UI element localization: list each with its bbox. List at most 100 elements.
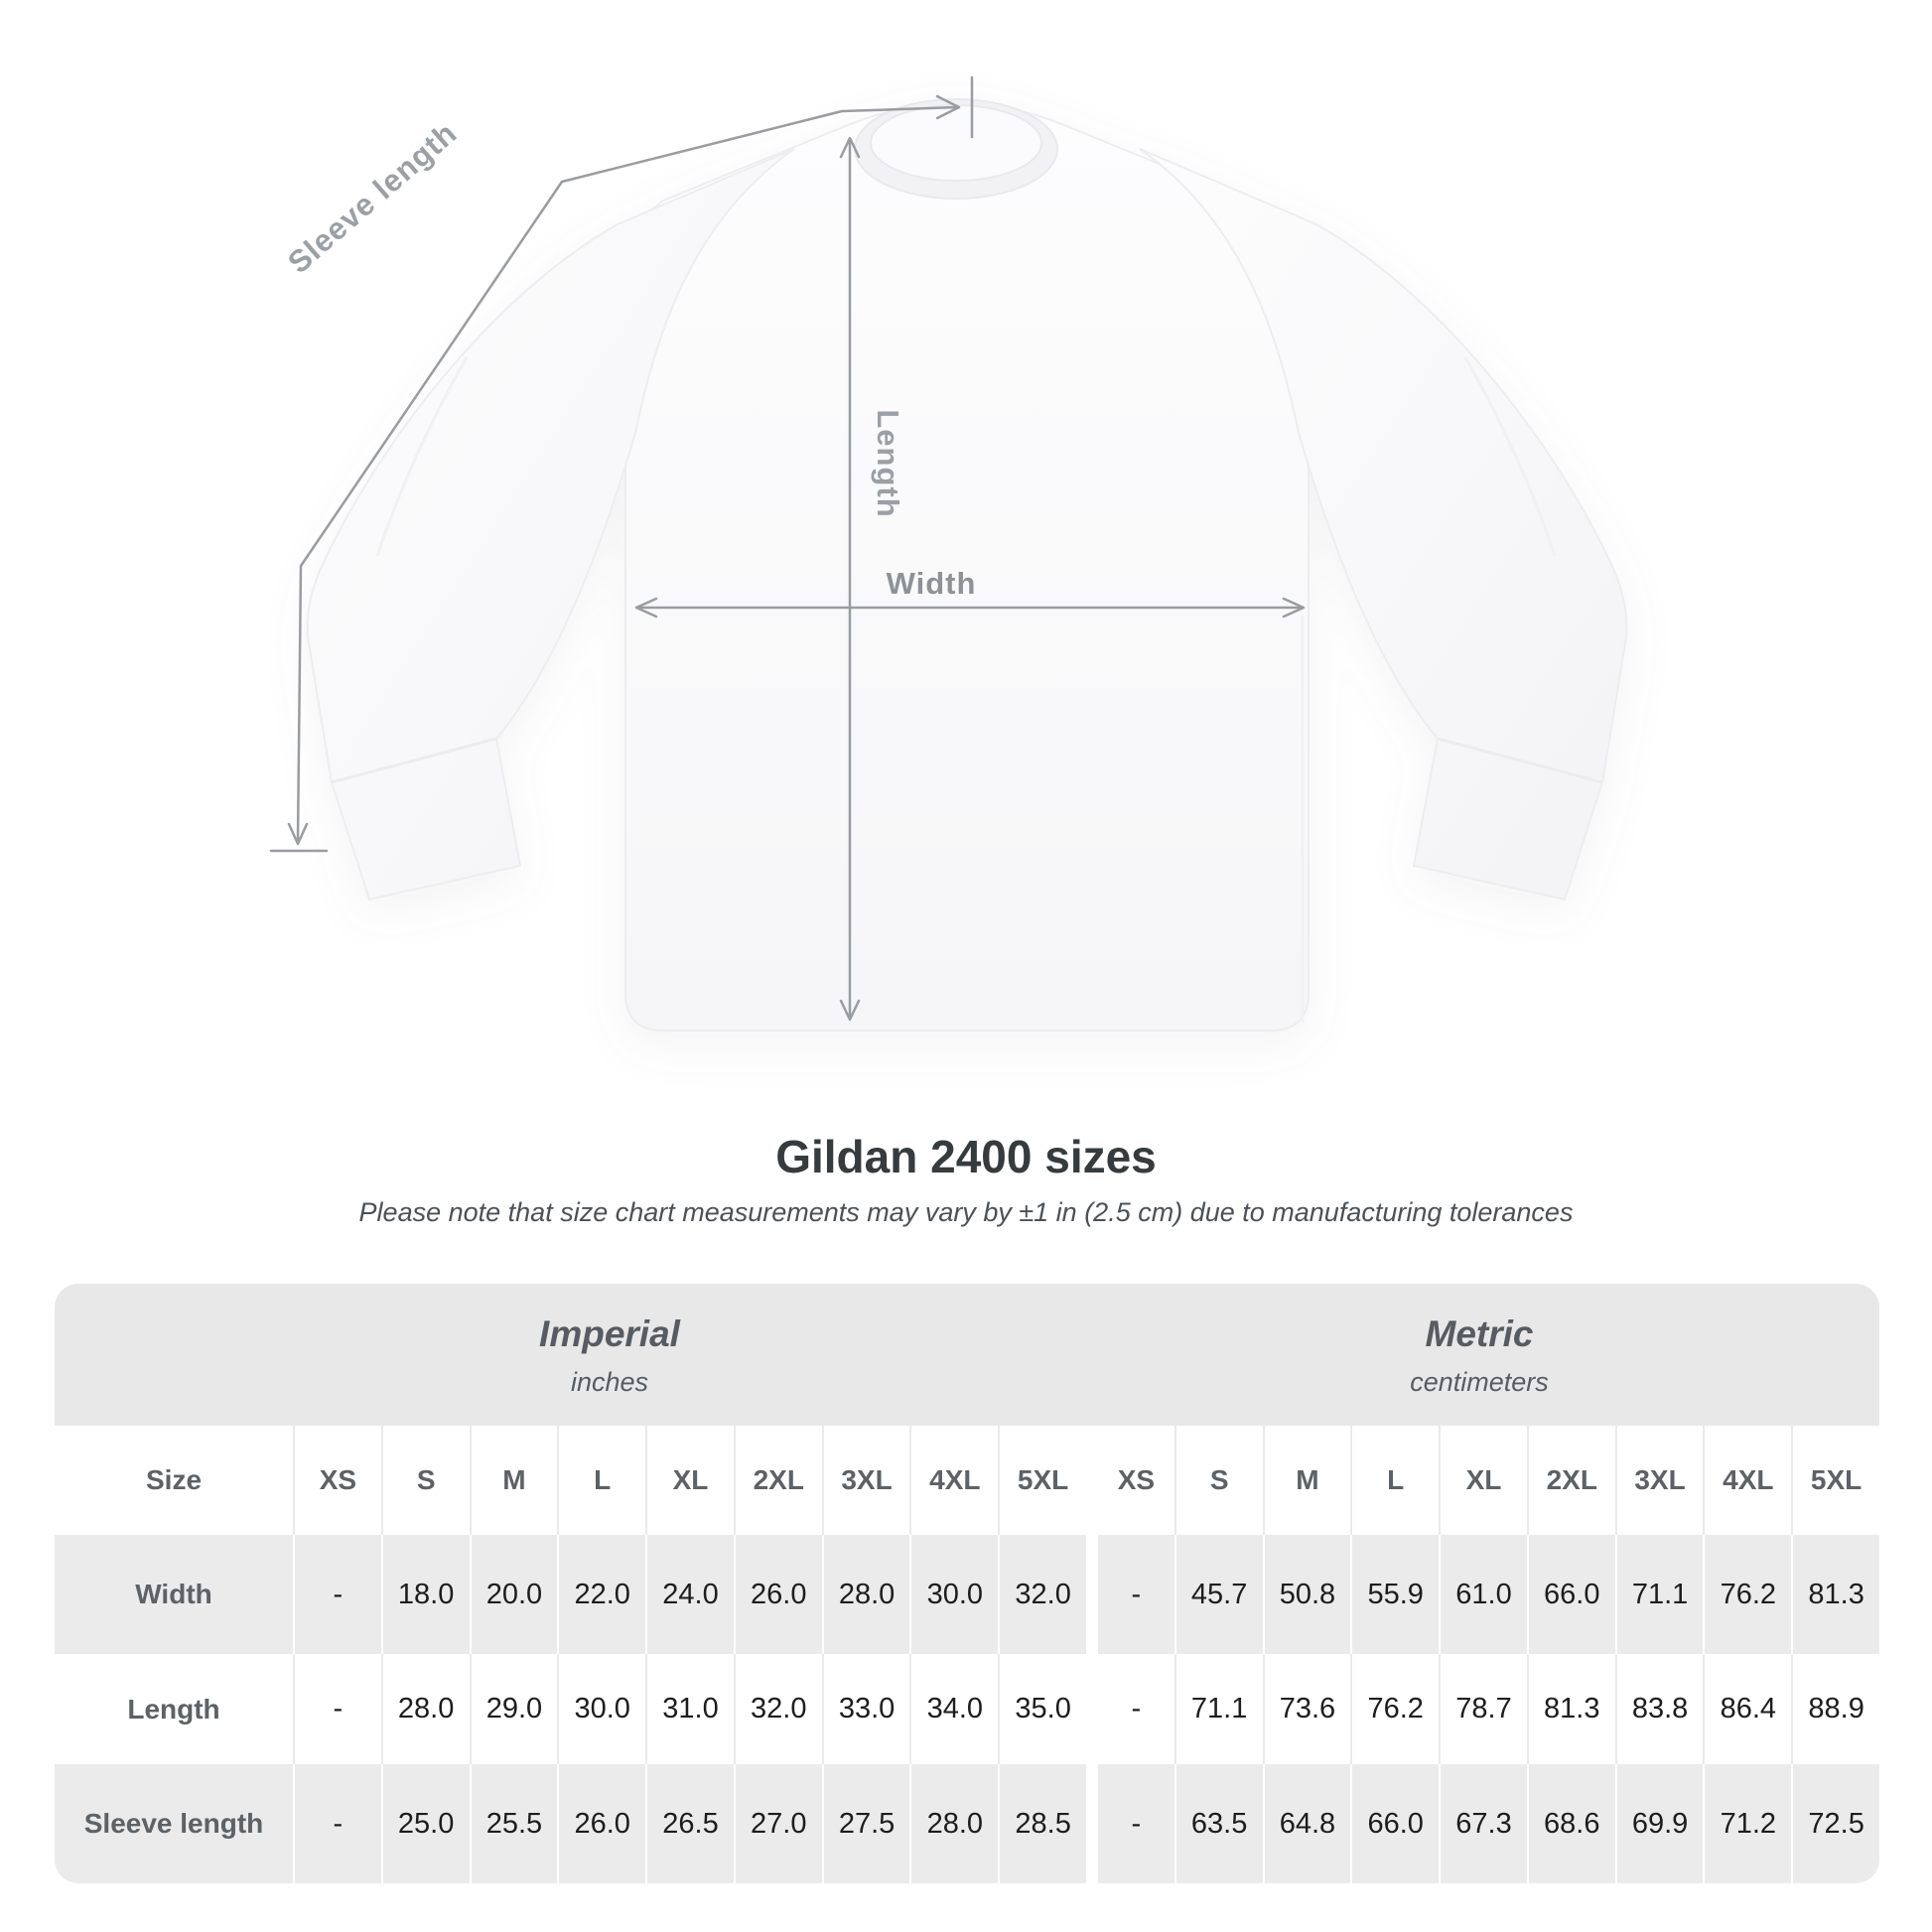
length-imperial-m: 29.0: [469, 1654, 558, 1764]
sleeve-metric-l: 66.0: [1350, 1764, 1439, 1883]
metric-group-name: Metric: [1425, 1313, 1534, 1354]
width-imperial-l: 22.0: [557, 1535, 645, 1654]
metric-group-header: Metric centimeters: [1410, 1284, 1549, 1426]
size-table: Imperial inches Metric centimeters Size …: [55, 1284, 1879, 1883]
length-arrow-up: [839, 136, 861, 159]
size-col-imperial-5xl: 5XL: [998, 1426, 1086, 1535]
shirt-body: [624, 101, 1310, 1032]
width-label: Width: [887, 566, 977, 601]
length-imperial-3xl: 33.0: [821, 1654, 910, 1764]
table-row-sleeve-length: Sleeve length - 25.0 25.5 26.0 26.5 27.0…: [55, 1764, 1879, 1883]
imperial-group-header: Imperial inches: [539, 1284, 680, 1426]
sleeve-imperial-2xl: 27.0: [733, 1764, 822, 1883]
sleeve-imperial-xl: 26.5: [645, 1764, 734, 1883]
size-col-imperial-3xl: 3XL: [821, 1426, 910, 1535]
right-cuff-seam: [1437, 737, 1603, 784]
width-imperial-xs: -: [293, 1535, 381, 1654]
width-metric-2xl: 66.0: [1526, 1535, 1615, 1654]
size-col-metric-m: M: [1262, 1426, 1351, 1535]
table-unit-header-row: Imperial inches Metric centimeters: [55, 1284, 1879, 1426]
length-imperial-l: 30.0: [557, 1654, 645, 1764]
sleeve-imperial-5xl: 28.5: [998, 1764, 1086, 1883]
size-col-metric-s: S: [1173, 1426, 1263, 1535]
shirt-illustration: [306, 98, 1628, 1032]
metric-group-unit: centimeters: [1410, 1367, 1549, 1397]
width-imperial-4xl: 30.0: [909, 1535, 998, 1654]
size-header-cell: Size: [145, 1464, 203, 1495]
length-imperial-2xl: 32.0: [733, 1654, 822, 1764]
width-metric-5xl: 81.3: [1791, 1535, 1879, 1654]
length-imperial-s: 28.0: [380, 1654, 470, 1764]
width-metric-xl: 61.0: [1439, 1535, 1527, 1654]
width-imperial-m: 20.0: [469, 1535, 558, 1654]
sleeve-metric-xl: 67.3: [1439, 1764, 1527, 1883]
table-row-length: Length - 28.0 29.0 30.0 31.0 32.0 33.0 3…: [55, 1654, 1879, 1764]
width-imperial-3xl: 28.0: [821, 1535, 910, 1654]
sleeve-length-line: [296, 105, 960, 842]
width-arrow-right: [1282, 597, 1306, 619]
size-col-imperial-s: S: [380, 1426, 470, 1535]
length-label: Length: [871, 409, 905, 517]
width-metric-m: 50.8: [1262, 1535, 1351, 1654]
sleeve-length-arrow-down: [287, 822, 309, 846]
sleeve-metric-2xl: 68.6: [1526, 1764, 1615, 1883]
sleeve-metric-m: 64.8: [1262, 1764, 1351, 1883]
sleeve-metric-5xl: 72.5: [1791, 1764, 1879, 1883]
length-metric-s: 71.1: [1173, 1654, 1263, 1764]
sleeve-metric-3xl: 69.9: [1614, 1764, 1704, 1883]
shirt-collar-inner: [870, 104, 1042, 182]
size-col-imperial-xl: XL: [645, 1426, 734, 1535]
size-col-metric-l: L: [1350, 1426, 1439, 1535]
width-imperial-xl: 24.0: [645, 1535, 734, 1654]
size-col-metric-xs: XS: [1086, 1426, 1174, 1535]
sleeve-imperial-4xl: 28.0: [909, 1764, 998, 1883]
size-col-metric-xl: XL: [1439, 1426, 1527, 1535]
sleeve-imperial-xs: -: [293, 1764, 381, 1883]
sleeve-metric-s: 63.5: [1173, 1764, 1263, 1883]
length-metric-5xl: 88.9: [1791, 1654, 1879, 1764]
sleeve-metric-4xl: 71.2: [1703, 1764, 1791, 1883]
width-metric-l: 55.9: [1350, 1535, 1439, 1654]
table-row-width: Width - 18.0 20.0 22.0 24.0 26.0 28.0 30…: [55, 1535, 1879, 1654]
size-col-imperial-xs: XS: [293, 1426, 381, 1535]
size-col-imperial-m: M: [469, 1426, 558, 1535]
width-imperial-s: 18.0: [380, 1535, 470, 1654]
sleeve-imperial-s: 25.0: [380, 1764, 470, 1883]
length-metric-2xl: 81.3: [1526, 1654, 1615, 1764]
width-arrow-left: [634, 597, 658, 619]
size-col-imperial-2xl: 2XL: [733, 1426, 822, 1535]
width-metric-xs: -: [1086, 1535, 1174, 1654]
left-sleeve-crease: [375, 356, 469, 557]
shirt-right-sleeve: [1139, 148, 1628, 901]
page-title: Gildan 2400 sizes: [775, 1131, 1157, 1182]
length-arrow-down: [839, 999, 861, 1022]
sleeve-length-arrow-right: [935, 94, 961, 120]
size-col-metric-4xl: 4XL: [1703, 1426, 1791, 1535]
width-metric-s: 45.7: [1173, 1535, 1263, 1654]
length-metric-m: 73.6: [1262, 1654, 1351, 1764]
length-metric-xs: -: [1086, 1654, 1174, 1764]
sleeve-length-label: Sleeve length: [281, 115, 464, 280]
table-size-header-row: Size XS S M L XL 2XL 3XL 4XL 5XL XS S M …: [55, 1426, 1879, 1535]
length-imperial-xl: 31.0: [645, 1654, 734, 1764]
shirt-left-sleeve: [306, 148, 795, 901]
length-metric-4xl: 86.4: [1703, 1654, 1791, 1764]
page-subtitle: Please note that size chart measurements…: [358, 1197, 1574, 1227]
length-metric-3xl: 83.8: [1614, 1654, 1704, 1764]
size-col-imperial-4xl: 4XL: [909, 1426, 998, 1535]
sleeve-row-label: Sleeve length: [83, 1808, 264, 1839]
size-col-metric-3xl: 3XL: [1614, 1426, 1704, 1535]
width-imperial-5xl: 32.0: [998, 1535, 1086, 1654]
length-metric-l: 76.2: [1350, 1654, 1439, 1764]
width-imperial-2xl: 26.0: [733, 1535, 822, 1654]
imperial-group-name: Imperial: [539, 1313, 680, 1354]
sleeve-imperial-l: 26.0: [557, 1764, 645, 1883]
width-metric-4xl: 76.2: [1703, 1535, 1791, 1654]
length-metric-xl: 78.7: [1439, 1654, 1527, 1764]
length-imperial-5xl: 35.0: [998, 1654, 1086, 1764]
width-row-label: Width: [135, 1579, 212, 1609]
length-imperial-4xl: 34.0: [909, 1654, 998, 1764]
sleeve-imperial-m: 25.5: [469, 1764, 558, 1883]
right-sleeve-crease: [1463, 356, 1557, 557]
